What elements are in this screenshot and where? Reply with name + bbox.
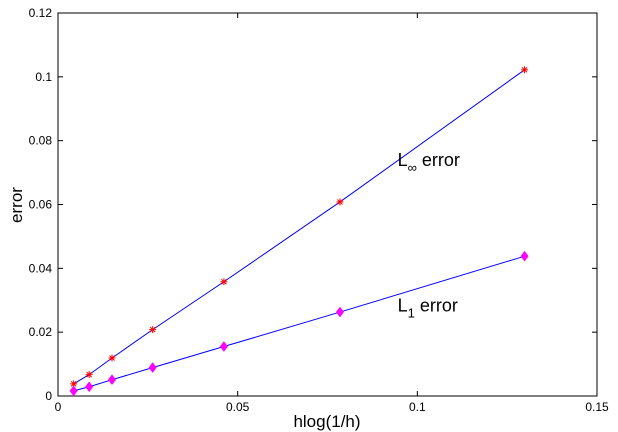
data-point-star xyxy=(85,371,93,379)
series-2 xyxy=(69,250,529,397)
ticks-layer: 0 0.05 0.1 0.15 0 0.02 0.04 0.06 0.08 0.1 0.12 xyxy=(29,6,609,414)
data-point-star xyxy=(220,278,228,286)
data-point-diamond xyxy=(69,385,78,397)
data-point-diamond xyxy=(335,306,344,318)
series-layer xyxy=(69,66,529,397)
series-annotation: L1 error xyxy=(398,295,458,320)
data-point-star xyxy=(70,380,78,388)
y-tick-label: 0.04 xyxy=(29,261,53,275)
data-point-diamond xyxy=(148,362,157,373)
x-axis-title: hlog(1/h) xyxy=(293,412,360,431)
y-tick-label: 0.06 xyxy=(29,198,53,212)
x-tick-label: 0.1 xyxy=(409,400,426,414)
data-point-diamond xyxy=(219,341,228,352)
data-point-diamond xyxy=(108,374,117,386)
y-tick-label: 0 xyxy=(45,389,52,403)
data-point-star xyxy=(108,354,116,362)
x-tick-label: 0 xyxy=(55,400,62,414)
data-point-star xyxy=(149,326,157,334)
data-point-diamond xyxy=(85,381,94,393)
data-point-star xyxy=(336,198,344,206)
annotation-layer: L∞ error L1 error xyxy=(398,150,460,320)
data-point-star xyxy=(521,66,529,74)
y-tick-label: 0.1 xyxy=(35,70,52,84)
data-point-diamond xyxy=(520,250,529,262)
x-tick-label: 0.15 xyxy=(585,400,609,414)
y-axis-title: error xyxy=(7,187,26,223)
series-annotation: L∞ error xyxy=(398,150,460,175)
y-tick-label: 0.02 xyxy=(29,325,53,339)
plot-area xyxy=(57,12,598,397)
y-tick-label: 0.12 xyxy=(29,6,53,20)
series-1 xyxy=(70,66,529,388)
x-tick-label: 0.05 xyxy=(226,400,250,414)
y-tick-label: 0.08 xyxy=(29,134,53,148)
